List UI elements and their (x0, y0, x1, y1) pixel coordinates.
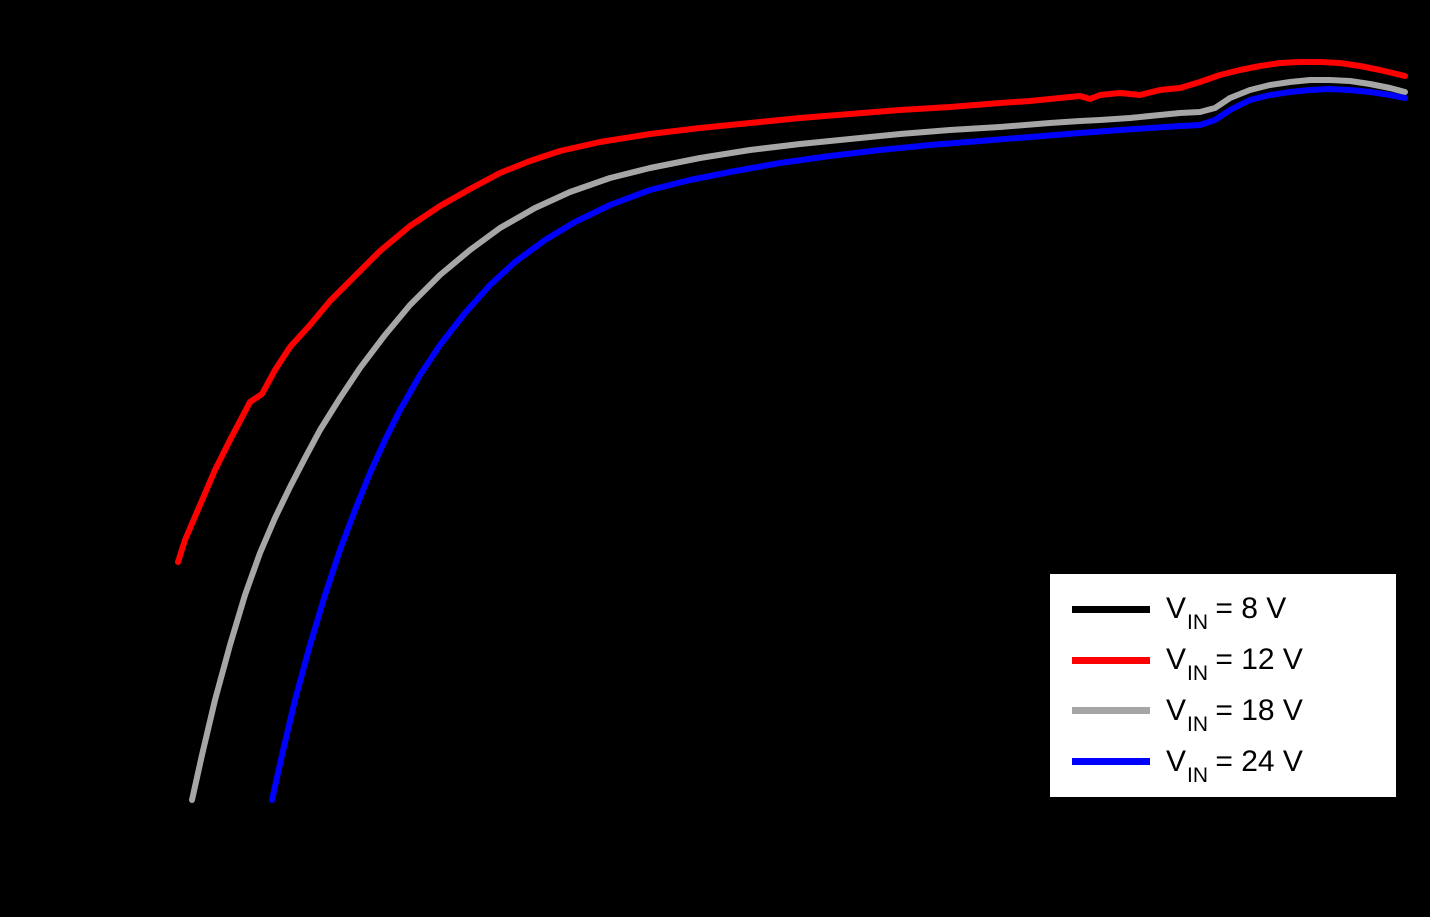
legend-label: VIN = 8 V (1166, 592, 1287, 635)
legend: VIN = 8 V VIN = 12 V VIN = 18 V VIN = 24… (1047, 571, 1399, 800)
legend-item-vin-12v: VIN = 12 V (1072, 637, 1396, 686)
legend-label: VIN = 24 V (1166, 744, 1303, 787)
legend-line-swatch-gray (1072, 707, 1150, 715)
legend-label: VIN = 18 V (1166, 693, 1303, 736)
legend-item-vin-8v: VIN = 8 V (1072, 586, 1396, 635)
series-line-vin-24v (269, 86, 1408, 803)
legend-label: VIN = 12 V (1166, 643, 1303, 686)
legend-item-vin-18v: VIN = 18 V (1072, 688, 1396, 736)
legend-line-swatch-black (1072, 605, 1150, 613)
legend-line-swatch-red (1072, 656, 1150, 664)
legend-line-swatch-blue (1072, 758, 1150, 766)
series-line-vin-12v (175, 59, 1408, 565)
series-line-vin-18v (189, 77, 1408, 803)
legend-item-vin-24v: VIN = 24 V (1072, 739, 1396, 787)
